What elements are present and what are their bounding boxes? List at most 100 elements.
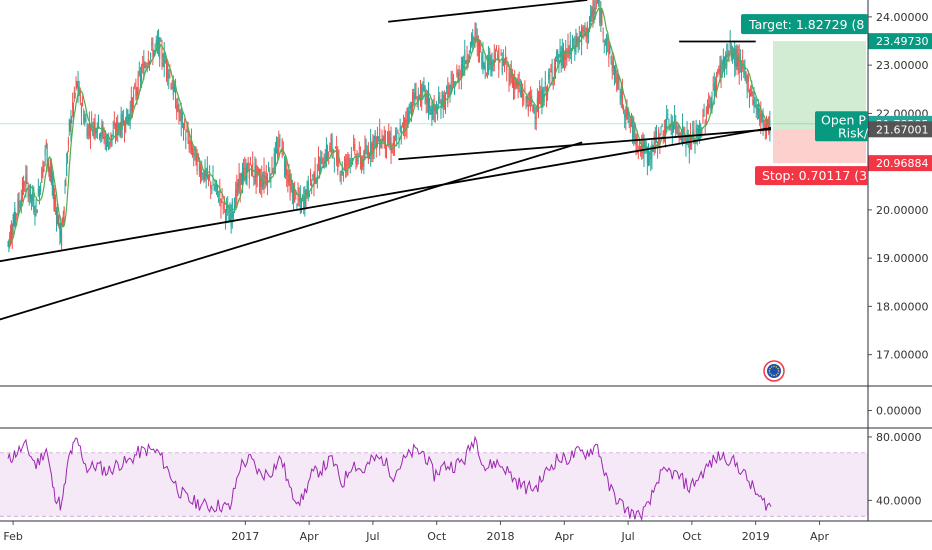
candle-body [129,109,131,121]
candle-body [337,151,339,172]
candle-body [328,152,330,157]
candle-body [408,110,410,122]
candle-body [464,50,466,70]
candle-body [457,71,459,83]
candle-body [142,64,144,67]
price-pane[interactable] [0,0,868,321]
candle-body [502,59,504,66]
candle-body [413,92,415,100]
candle-body [730,44,732,58]
candle-body [31,195,33,199]
rsi-pane[interactable]: 80.0000 40.0000 [0,431,922,522]
trend-line[interactable] [0,141,583,321]
candle-body [454,91,456,95]
candle-body [289,178,291,196]
trend-line[interactable] [0,126,772,263]
candle-body [680,139,682,141]
candle-body [323,164,325,169]
candle-body [406,118,408,128]
candle-body [663,129,665,135]
candle-body [70,117,72,130]
candle-body [18,201,20,206]
candle-body [471,34,473,45]
candle-body [769,119,771,134]
candle-body [67,155,69,162]
candle-body [176,105,178,113]
candle-body [311,182,313,187]
candle-body [143,62,145,79]
candle-body [167,63,169,79]
trend-line[interactable] [398,128,772,161]
price-label-box [868,121,932,138]
indicator-tick-label: 0.00000 [876,405,922,418]
candle-body [393,136,395,147]
candle-body [748,90,750,98]
candle-body [141,73,143,80]
candle-body [736,52,738,67]
candle-body [189,140,191,145]
candle-body [156,41,158,46]
candle-body [761,113,763,118]
candle-body [300,201,302,212]
candle-body [364,147,366,159]
candle-body [87,124,89,137]
candle-body [69,120,71,130]
candle-body [378,140,380,142]
candle-body [339,175,341,177]
candle-body [720,65,722,78]
candle-body [229,210,231,221]
candle-body [692,131,694,137]
candle-body [186,129,188,131]
candle-body [172,79,174,96]
time-axis[interactable]: Feb 2017 Apr Jul Oct 2018 Apr Jul Oct 2019 Apr [3,521,829,543]
candle-body [79,90,81,103]
candle-body [397,132,399,134]
candle-body [278,139,280,153]
candle-body [74,93,76,95]
candle-body [226,204,228,212]
candle-body [173,85,175,91]
candle-body [122,119,124,125]
candle-body [410,111,412,115]
candle-body [152,48,154,59]
candle-body [66,163,68,177]
candle-body [762,111,764,126]
candle-body [629,123,631,126]
candle-body [50,169,52,181]
time-tick-label: Apr [555,530,575,543]
candle-body [151,42,153,45]
candle-body [702,114,704,123]
candle-body [279,139,281,142]
candle-body [573,45,575,48]
candle-body [139,73,141,82]
candle-body [482,53,484,70]
candle-body [147,58,149,65]
candle-body [180,110,182,125]
overlay: Target: 1.82729 (8 Stop: 0.70117 (3 Open P… [0,0,932,522]
candle-body [396,135,398,141]
candle-body [77,80,79,92]
trend-line[interactable] [388,0,588,23]
candle-body [97,115,99,125]
candle-body [758,110,760,112]
indicator-pane[interactable]: 0.00000 [868,405,922,418]
candle-body [395,133,397,135]
candle-body [696,128,698,137]
candle-body [670,120,672,126]
candle-body [728,53,730,55]
candle-body [104,135,106,140]
candle-body [444,101,446,107]
candle-body [219,190,221,196]
candle-body [613,76,615,79]
candle-body [72,104,74,111]
candle-body [429,98,431,110]
candle-body [540,90,542,104]
candle-body [407,108,409,121]
candle-body [15,213,17,219]
price-axis[interactable]: 24.0000023.0000022.0000021.0000020.00000… [868,11,932,362]
candle-body [333,162,335,164]
candle-body [447,84,449,104]
candle-body [177,99,179,111]
candle-body [130,97,132,112]
candle-body [576,36,578,43]
